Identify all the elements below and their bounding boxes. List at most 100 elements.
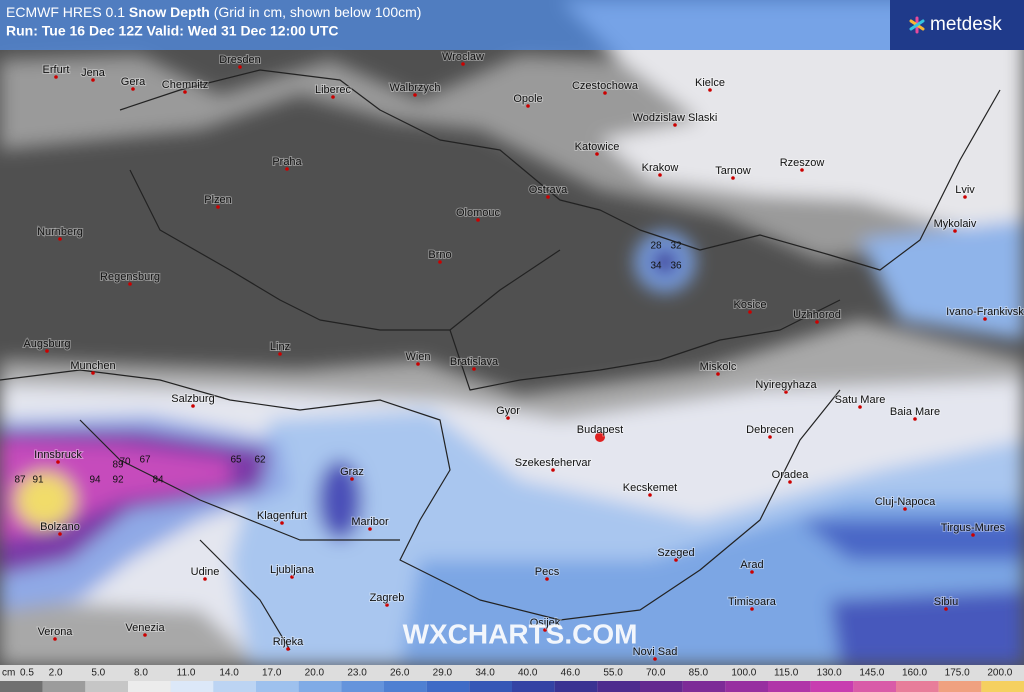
city-label: Sibiu — [934, 596, 958, 608]
city-label: Pecs — [535, 566, 560, 578]
city-label: Debrecen — [746, 424, 794, 436]
grid-value: 28 — [650, 241, 662, 252]
city-label: Nyiregyhaza — [755, 379, 817, 391]
city-dot — [750, 570, 754, 574]
city-label: Brno — [428, 249, 451, 261]
colorbar-label: 29.0 — [433, 668, 453, 679]
colorbar-swatch — [640, 681, 683, 692]
city-label: Maribor — [351, 516, 389, 528]
city-label: Uzhhorod — [793, 309, 841, 321]
colorbar-swatch — [469, 681, 512, 692]
city-dot — [673, 123, 677, 127]
city-label: Miskolc — [700, 361, 737, 373]
colorbar-swatch — [981, 681, 1024, 692]
city-label: Budapest — [577, 424, 623, 436]
city-dot — [595, 152, 599, 156]
grid-value: 65 — [230, 455, 242, 466]
colorbar: cm 0.5 2.0 5.0 8.0 11.0 14.0 17.0 20.0 23.0 26.0 29… — [0, 665, 1024, 692]
colorbar-label: 26.0 — [390, 668, 410, 679]
colorbar-label: 115.0 — [774, 668, 799, 679]
grid-values: 28 32 34 36 87 91 94 92 84 89 67 70 65 62 — [14, 241, 682, 486]
run-line: Run: Tue 16 Dec 12Z Valid: Wed 31 Dec 12… — [6, 23, 338, 39]
city-label: Verona — [38, 626, 74, 638]
city-dot — [128, 282, 132, 286]
colorbar-label: 14.0 — [219, 668, 239, 679]
city-dot — [546, 195, 550, 199]
grid-value: 67 — [139, 455, 151, 466]
city-dot — [472, 367, 476, 371]
city-label: Graz — [340, 466, 364, 478]
city-dot — [983, 317, 987, 321]
colorbar-swatch — [213, 681, 256, 692]
colorbar-label: 17.0 — [262, 668, 282, 679]
city-dot — [143, 633, 147, 637]
city-dot — [653, 657, 657, 661]
logo-band — [890, 0, 1024, 50]
colorbar-swatch — [426, 681, 470, 692]
city-dot — [551, 468, 555, 472]
colorbar-label: 40.0 — [518, 668, 538, 679]
colorbar-label: 200.0 — [987, 668, 1012, 679]
city-label: Ostrava — [529, 184, 568, 196]
city-label: Osijek — [530, 617, 561, 629]
colorbar-label: 34.0 — [475, 668, 495, 679]
city-dot — [461, 62, 465, 66]
city-label: Arad — [740, 559, 763, 571]
title-prefix: ECMWF HRES 0.1 — [6, 4, 125, 20]
city-dot — [913, 417, 917, 421]
city-label: Kielce — [695, 77, 725, 89]
colorbar-label: 23.0 — [347, 668, 367, 679]
colorbar-label: 160.0 — [902, 668, 927, 679]
city-label: Novi Sad — [633, 646, 678, 658]
colorbar-label: 46.0 — [561, 668, 581, 679]
city-label: Baia Mare — [890, 406, 940, 418]
city-label: Jena — [81, 67, 106, 79]
city-label: Udine — [191, 566, 220, 578]
colorbar-swatch — [682, 681, 726, 692]
city-label: Wroclaw — [442, 51, 484, 63]
colorbar-label: 100.0 — [731, 668, 756, 679]
city-dot — [545, 577, 549, 581]
city-label: Venezia — [125, 622, 165, 634]
city-label: Regensburg — [100, 271, 160, 283]
city-dot — [595, 432, 605, 442]
city-dot — [45, 349, 49, 353]
colorbar-label: 175.0 — [945, 668, 970, 679]
colorbar-swatch — [256, 681, 299, 692]
city-label: Tarnow — [715, 165, 751, 177]
grid-value: 32 — [670, 241, 682, 252]
grid-value: 36 — [670, 261, 682, 272]
colorbar-label: 20.0 — [305, 668, 325, 679]
colorbar-label: 55.0 — [603, 668, 623, 679]
city-label: Salzburg — [171, 393, 214, 405]
colorbar-unit: cm — [2, 668, 15, 679]
city-dot — [648, 493, 652, 497]
city-dot — [731, 176, 735, 180]
city-dot — [903, 507, 907, 511]
colorbar-swatch — [810, 681, 854, 692]
colorbar-swatch — [554, 681, 598, 692]
city-dot — [815, 320, 819, 324]
city-label: Kecskemet — [623, 482, 677, 494]
grid-value: 92 — [112, 475, 124, 486]
city-dot — [285, 167, 289, 171]
city-dot — [278, 352, 282, 356]
city-label: Walbrzych — [390, 82, 441, 94]
colorbar-label: 8.0 — [134, 668, 148, 679]
city-label: Kosice — [733, 299, 766, 311]
logo-icon — [909, 16, 925, 34]
city-dot — [543, 628, 547, 632]
city-label: Czestochowa — [572, 80, 639, 92]
city-label: Munchen — [70, 360, 115, 372]
city-dot — [603, 91, 607, 95]
title: ECMWF HRES 0.1 Snow Depth (Grid in cm, s… — [6, 4, 421, 20]
grid-value: 87 — [14, 475, 26, 486]
city-dot — [53, 637, 57, 641]
city-label: Rzeszow — [780, 157, 825, 169]
city-label: Chemnitz — [162, 79, 208, 91]
colorbar-swatch — [128, 681, 171, 692]
city-dot — [183, 90, 187, 94]
city-dot — [56, 460, 60, 464]
colorbar-label: 2.0 — [49, 668, 63, 679]
